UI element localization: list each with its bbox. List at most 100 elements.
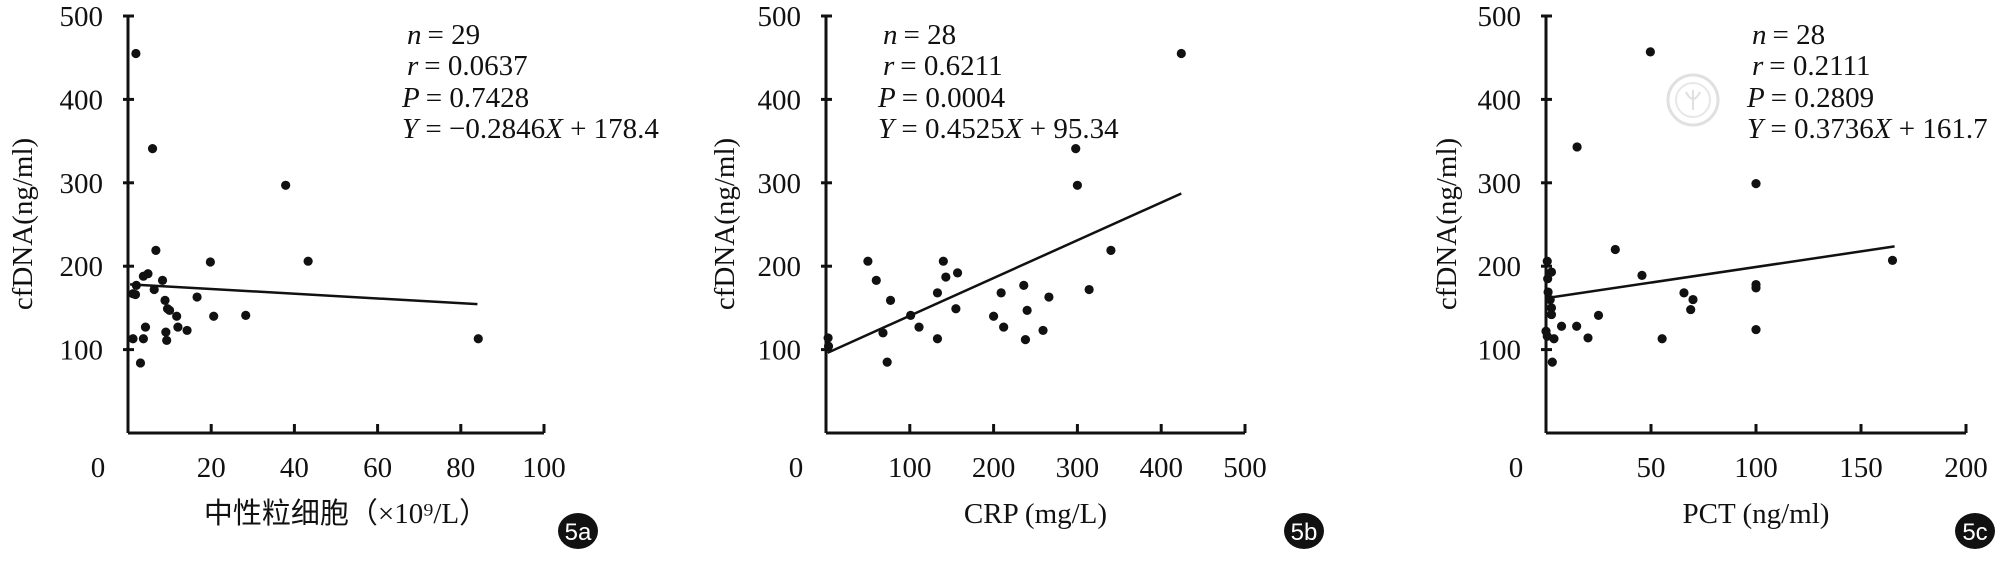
data-point: [1106, 245, 1116, 255]
data-point: [1556, 321, 1567, 331]
data-point: [1679, 288, 1689, 298]
regression-equation: Y = −0.2846X + 178.4: [402, 113, 659, 145]
data-point: [162, 335, 172, 346]
equation-part: X: [1873, 113, 1893, 145]
data-point: [1020, 334, 1031, 345]
stat-symbol: n: [1752, 19, 1767, 51]
stat-P: P = 0.7428: [401, 82, 529, 114]
data-point: [1751, 283, 1761, 293]
y-tick-label: 400: [1478, 84, 1522, 116]
data-point: [172, 311, 182, 321]
data-point: [1542, 331, 1552, 341]
data-point: [1543, 274, 1553, 284]
stat-symbol: n: [883, 19, 898, 51]
data-point: [932, 334, 943, 344]
panel-badge: 5a: [558, 513, 598, 549]
data-point: [281, 180, 291, 190]
data-point: [473, 334, 483, 344]
data-point: [205, 257, 215, 267]
panel-badge: 5c: [1955, 513, 1995, 549]
data-point: [1547, 357, 1557, 367]
data-point: [160, 295, 170, 305]
data-point: [131, 48, 141, 59]
x-tick-label: 50: [1637, 452, 1666, 484]
stat-symbol: P: [401, 82, 420, 114]
y-tick-label: 300: [1478, 168, 1522, 200]
data-point: [823, 333, 833, 343]
data-point: [1038, 325, 1048, 336]
x-tick-label: 200: [1944, 452, 1988, 484]
y-tick-label: 100: [1478, 335, 1522, 367]
data-point: [914, 322, 924, 332]
y-tick-label: 400: [60, 84, 104, 116]
stat-symbol: n: [407, 19, 422, 51]
data-point: [1572, 321, 1582, 331]
data-point: [1546, 303, 1557, 313]
data-point: [161, 327, 171, 337]
data-point: [1688, 294, 1698, 305]
equation-part: X: [1004, 113, 1024, 145]
badge-circle: [558, 513, 598, 549]
stat-r: r = 0.0637: [407, 50, 528, 82]
panel-5c: 100 200 300 400 500 0 50 100 150 200 PCT (ng/ml) cf…: [1431, 1, 1995, 549]
badge-label: 5b: [1291, 519, 1318, 546]
x-tick-label: 0: [91, 452, 106, 484]
equation-part: Y: [1747, 113, 1766, 145]
badge-label: 5c: [1962, 519, 1987, 546]
stat-P: P = 0.0004: [877, 82, 1006, 114]
stat-value: = 28: [1773, 19, 1826, 51]
x-tick-label: 400: [1139, 452, 1183, 484]
badge-label: 5a: [565, 519, 592, 546]
x-tick-label: 80: [446, 452, 475, 484]
y-axis-label: cfDNA(ng/ml): [1431, 138, 1463, 310]
x-tick-label: 150: [1839, 452, 1883, 484]
y-tick-label: 100: [758, 335, 802, 367]
data-point: [1583, 333, 1593, 343]
x-tick-label: 500: [1223, 452, 1267, 484]
data-point: [1084, 284, 1094, 295]
stat-value: = 0.0004: [902, 82, 1006, 114]
stat-value: = 0.2111: [1769, 50, 1870, 82]
y-tick-label: 200: [758, 251, 802, 283]
x-tick-label: 300: [1056, 452, 1100, 484]
data-point: [140, 322, 151, 332]
y-tick-label: 500: [60, 1, 104, 33]
data-point: [863, 256, 873, 266]
x-tick-label: 40: [280, 452, 309, 484]
equation-part: + 95.34: [1022, 113, 1119, 145]
data-point: [1751, 324, 1761, 335]
data-point: [941, 272, 951, 282]
data-point: [996, 288, 1006, 298]
panel-5b: 100 200 300 400 500 0 100 200 300 400 500 CRP (mg/L…: [709, 1, 1324, 549]
data-point: [209, 311, 219, 321]
data-point: [1022, 305, 1032, 316]
data-point: [1887, 255, 1898, 265]
regression-line: [827, 192, 1182, 354]
data-point: [1610, 244, 1620, 255]
data-point: [932, 288, 943, 298]
stat-symbol: P: [877, 82, 896, 114]
data-point: [173, 322, 183, 332]
data-point: [165, 305, 175, 316]
data-point: [135, 358, 146, 368]
data-point: [882, 357, 892, 367]
data-point: [871, 275, 881, 285]
data-point: [1546, 309, 1557, 320]
x-axis-label: 中性粒细胞（×10⁹/L）: [204, 497, 488, 530]
equation-part: Y: [878, 113, 897, 145]
regression-equation: Y = 0.4525X + 95.34: [878, 113, 1119, 145]
x-tick-label: 100: [888, 452, 932, 484]
x-tick-label: 60: [363, 452, 392, 484]
watermark-seal-logo: [1666, 73, 1720, 127]
stat-value: = 0.7428: [426, 82, 529, 114]
stat-P: P = 0.2809: [1746, 82, 1874, 114]
data-point: [885, 295, 896, 305]
y-tick-label: 100: [60, 335, 104, 367]
panel-badge: 5b: [1284, 513, 1324, 549]
stat-r: r = 0.2111: [1752, 50, 1871, 82]
data-point: [241, 310, 251, 321]
y-tick-label: 500: [758, 1, 802, 33]
x-axis-label: PCT (ng/ml): [1683, 498, 1830, 530]
x-tick-label: 100: [1734, 452, 1778, 484]
data-point: [151, 245, 161, 255]
